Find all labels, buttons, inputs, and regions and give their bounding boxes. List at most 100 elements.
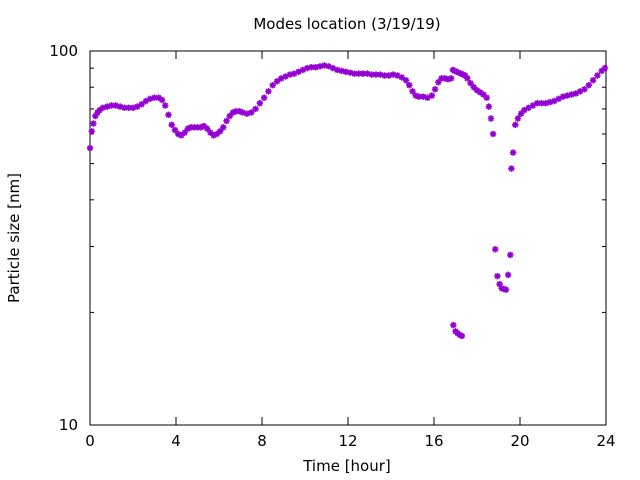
data-point [116,103,124,110]
data-point [88,128,95,135]
data-point [162,102,169,109]
x-tick-label: 12 [338,432,357,450]
data-point [525,104,532,111]
x-tick-label: 20 [510,432,529,450]
data-point [269,82,276,89]
data-point [581,86,588,93]
data-point [265,88,272,95]
data-point [248,109,255,116]
data-point [431,86,439,93]
data-point [171,126,179,134]
data-point [385,72,393,79]
data-point [291,70,298,77]
data-point [364,70,371,77]
data-point [368,71,375,78]
data-point [191,124,198,131]
data-point [236,108,243,115]
data-point [104,103,111,110]
data-point [473,87,481,94]
data-point [200,122,208,130]
data-point [187,124,195,131]
data-point [278,75,285,82]
data-point [389,71,397,78]
data-point [402,77,410,84]
data-point [178,132,185,139]
data-point [99,104,107,111]
x-tick-label: 8 [257,432,267,450]
data-point [409,88,416,95]
data-point [239,109,246,116]
data-point [92,112,99,120]
data-point [398,74,405,81]
data-point [184,125,192,132]
data-point [299,66,307,74]
data-point [381,72,388,79]
data-point [142,97,150,105]
data-point [256,100,264,107]
data-point [458,332,466,340]
data-point [233,108,240,115]
data-point [351,70,358,77]
data-point [303,64,311,72]
data-point [412,92,419,99]
data-point [151,94,158,101]
data-point [210,132,217,139]
chart-title: Modes location (3/19/19) [253,15,440,33]
data-point [455,69,462,76]
data-point [494,272,501,280]
data-point [559,93,567,100]
data-point [329,64,337,72]
data-point [461,72,469,79]
data-point [555,95,562,103]
data-point [312,64,319,71]
data-point [252,105,259,113]
data-point [295,68,302,75]
data-point [134,103,141,110]
data-point [480,91,487,98]
data-point [121,104,128,111]
x-tick-label: 0 [85,432,95,450]
data-point [334,66,341,74]
data-point [534,100,541,107]
data-point [174,130,182,138]
data-point [521,106,528,114]
x-tick-label: 4 [171,432,181,450]
data-point [112,102,119,109]
data-point [394,72,401,79]
data-point [504,271,512,279]
data-point [96,106,103,114]
data-point [577,88,584,95]
data-point [273,78,281,85]
y-tick-labels: 10 100 [49,42,78,434]
data-point [601,64,609,72]
data-point [424,94,431,101]
data-point [564,92,571,99]
data-point [428,92,436,99]
data-point [542,100,549,107]
data-point [568,91,575,98]
data-point [448,75,455,82]
data-point [316,63,324,70]
data-point [342,68,350,75]
data-point [487,115,495,122]
data-point [459,71,467,78]
data-series [86,62,609,340]
data-point [377,71,384,78]
data-point [194,124,201,131]
data-point [551,97,558,105]
data-point [572,90,580,97]
data-point [90,120,97,127]
data-point [453,68,460,75]
data-point [512,121,519,128]
data-point [438,75,445,82]
data-point [155,94,162,101]
data-point [589,77,597,84]
data-point [489,130,497,138]
data-point [444,76,452,83]
data-point [282,73,289,80]
data-point [138,101,145,108]
data-point [325,63,332,70]
data-point [207,129,214,136]
data-point [598,67,605,75]
data-point [457,70,465,77]
